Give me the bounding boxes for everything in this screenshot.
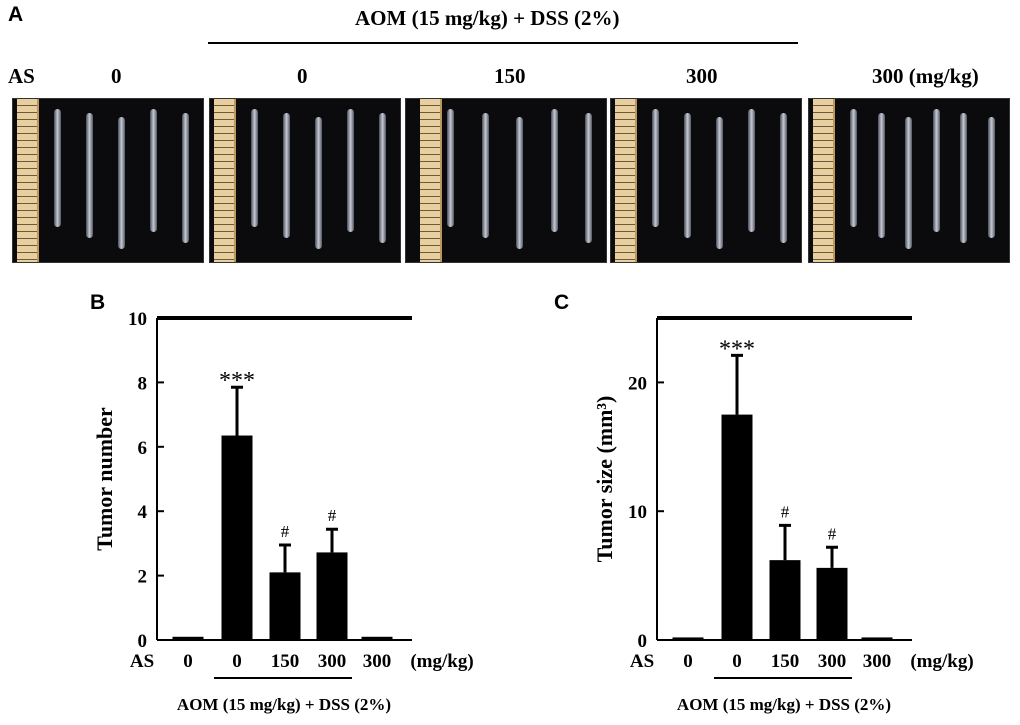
bar bbox=[672, 637, 704, 640]
colon-specimen bbox=[932, 109, 940, 232]
y-tick-label: 10 bbox=[628, 502, 647, 523]
y-tick-label: 2 bbox=[138, 567, 148, 588]
x-tick-label: 0 bbox=[683, 651, 693, 672]
bar bbox=[816, 567, 848, 640]
colon-specimen bbox=[182, 113, 189, 243]
dose-label-2: 0 bbox=[297, 64, 308, 88]
x-tick-label: 300 bbox=[863, 651, 892, 672]
colon-specimen bbox=[988, 117, 995, 238]
x-unit-label: (mg/kg) bbox=[410, 651, 473, 672]
colon-specimen bbox=[379, 113, 386, 243]
colon-specimen bbox=[877, 113, 885, 238]
colon-specimen bbox=[347, 109, 354, 232]
panel-a-letter: A bbox=[8, 3, 24, 26]
colon-specimen bbox=[850, 109, 857, 227]
y-tick-label: 0 bbox=[638, 631, 648, 652]
colon-photo-3 bbox=[405, 98, 607, 263]
x-tick-label: 0 bbox=[183, 651, 193, 672]
x-prefix-label: AS bbox=[130, 651, 154, 672]
significance-label: # bbox=[781, 502, 790, 521]
ruler bbox=[420, 99, 442, 262]
significance-label: # bbox=[328, 506, 337, 525]
ruler bbox=[615, 99, 637, 262]
x-tick-label: 0 bbox=[232, 651, 242, 672]
colon-specimen bbox=[516, 117, 523, 249]
group-label: AOM (15 mg/kg) + DSS (2%) bbox=[177, 695, 391, 714]
x-tick-label: 150 bbox=[771, 651, 800, 672]
ruler bbox=[813, 99, 835, 262]
colon-specimen bbox=[447, 109, 454, 227]
significance-label: # bbox=[281, 522, 290, 541]
colon-specimen bbox=[283, 113, 290, 238]
group-label: AOM (15 mg/kg) + DSS (2%) bbox=[677, 695, 891, 714]
significance-label: *** bbox=[719, 336, 755, 362]
x-tick-label: 300 bbox=[318, 651, 347, 672]
panel-b-letter: B bbox=[90, 291, 106, 314]
panel-a-treatment-line bbox=[208, 42, 798, 44]
panel-c-letter: C bbox=[554, 291, 570, 314]
bar bbox=[769, 560, 801, 640]
colon-specimen bbox=[118, 117, 125, 249]
colon-photo-2 bbox=[209, 98, 401, 263]
dose-label-4: 300 bbox=[686, 64, 718, 88]
dose-label-5: 300 (mg/kg) bbox=[872, 64, 979, 88]
y-tick-label: 6 bbox=[138, 438, 148, 459]
colon-specimen bbox=[315, 117, 322, 249]
colon-specimen bbox=[780, 113, 787, 243]
significance-label: *** bbox=[219, 368, 255, 394]
colon-specimen bbox=[481, 113, 489, 238]
colon-specimen bbox=[585, 113, 592, 243]
colon-specimen bbox=[748, 109, 755, 232]
significance-label: # bbox=[828, 524, 837, 543]
colon-specimen bbox=[716, 117, 723, 249]
bar bbox=[361, 636, 393, 640]
bar bbox=[172, 636, 204, 640]
dose-label-1: 0 bbox=[111, 64, 122, 88]
y-tick-label: 20 bbox=[628, 373, 647, 394]
y-axis-label: Tumor size (mm³) bbox=[592, 396, 617, 563]
y-tick-label: 0 bbox=[138, 631, 148, 652]
colon-specimen bbox=[652, 109, 659, 227]
y-tick-label: 8 bbox=[138, 373, 148, 394]
x-tick-label: 0 bbox=[732, 651, 742, 672]
panel-a-row-label: AS bbox=[8, 64, 35, 88]
bar bbox=[721, 414, 753, 640]
bar bbox=[316, 552, 348, 640]
colon-specimen bbox=[684, 113, 691, 238]
colon-specimen bbox=[150, 109, 157, 232]
colon-photo-1 bbox=[12, 98, 204, 263]
y-tick-label: 4 bbox=[138, 502, 148, 523]
colon-specimen bbox=[550, 109, 558, 232]
y-axis-label: Tumor number bbox=[92, 407, 117, 551]
colon-specimen bbox=[905, 117, 913, 249]
dose-label-3: 150 bbox=[494, 64, 526, 88]
x-tick-label: 300 bbox=[818, 651, 847, 672]
y-tick-label: 10 bbox=[128, 309, 147, 330]
colon-photo-4 bbox=[610, 98, 802, 263]
bar bbox=[221, 435, 253, 640]
x-prefix-label: AS bbox=[630, 651, 654, 672]
colon-photo-5 bbox=[808, 98, 1010, 263]
bar bbox=[861, 637, 893, 640]
panel-a-treatment-label: AOM (15 mg/kg) + DSS (2%) bbox=[355, 6, 620, 30]
colon-specimen bbox=[86, 113, 93, 238]
x-unit-label: (mg/kg) bbox=[910, 651, 973, 672]
ruler bbox=[214, 99, 236, 262]
ruler bbox=[17, 99, 39, 262]
colon-specimen bbox=[54, 109, 61, 227]
colon-specimen bbox=[960, 113, 968, 243]
x-tick-label: 150 bbox=[271, 651, 300, 672]
colon-specimen bbox=[251, 109, 258, 227]
bar bbox=[269, 572, 301, 640]
x-tick-label: 300 bbox=[363, 651, 392, 672]
